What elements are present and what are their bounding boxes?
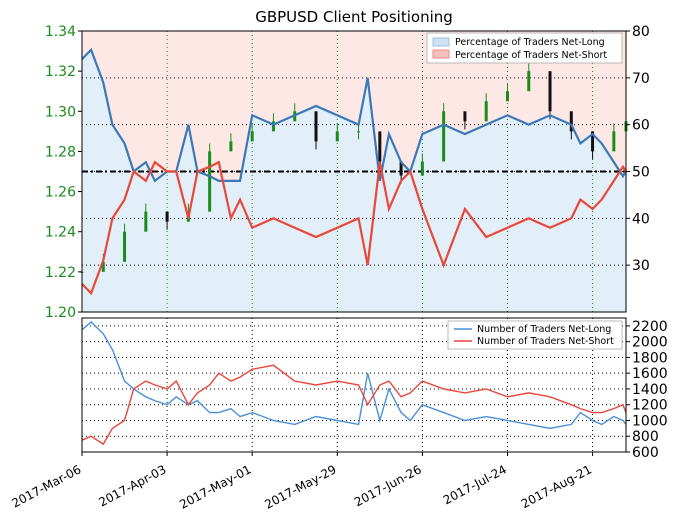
left-tick-label: 1.32 (45, 64, 76, 80)
x-tick-label: 2017-May-29 (262, 462, 338, 511)
price-candle (123, 231, 127, 262)
chart-title: GBPUSD Client Positioning (255, 8, 453, 26)
right-tick-label: 40 (632, 211, 650, 227)
bottom-frame (81, 317, 627, 453)
bottom-right-tick-label: 2000 (632, 335, 668, 351)
x-tick-label: 2017-Aug-21 (519, 462, 594, 511)
right-tick-label: 70 (632, 71, 650, 87)
price-candle (420, 161, 424, 176)
x-tick-label: 2017-Jun-26 (352, 462, 424, 509)
net-short-percentage-line (81, 160, 627, 296)
right-tick-label: 80 (632, 24, 650, 40)
price-candle (314, 111, 318, 142)
right-tick-label: 30 (632, 258, 650, 274)
price-candle (101, 261, 105, 272)
number-net-long-line (81, 320, 627, 430)
bottom-right-tick-label: 600 (632, 445, 659, 461)
price-candle (208, 151, 212, 212)
net-long-percentage-line (81, 47, 627, 183)
bottom-right-tick-label: 1200 (632, 398, 668, 414)
left-tick-label: 1.20 (45, 305, 76, 321)
x-tick-label: 2017-Apr-03 (96, 462, 168, 509)
top-legend-box (426, 32, 623, 64)
bottom-legend-box (447, 320, 623, 350)
price-candle (399, 161, 403, 176)
x-tick-label: 2017-Jul-24 (441, 462, 509, 507)
left-tick-label: 1.34 (45, 24, 76, 40)
legend-swatch-net-long (432, 37, 450, 47)
bottom-right-tick-label: 1000 (632, 413, 668, 429)
bottom-right-tick-label: 800 (632, 429, 659, 445)
price-candle (527, 71, 531, 92)
bottom-right-tick-label: 1400 (632, 382, 668, 398)
price-candle (144, 211, 148, 232)
price-candle (271, 121, 275, 132)
legend-label-number-net-short: Number of Traders Net-Short (477, 336, 614, 347)
legend-swatch-net-short (432, 49, 450, 59)
right-tick-label: 50 (632, 165, 650, 181)
price-candle (612, 131, 616, 152)
legend-label-net-short: Percentage of Traders Net-Short (455, 50, 607, 61)
x-axis: 2017-Mar-06 2017-Apr-03 2017-May-01 2017-Ma… (9, 452, 594, 512)
left-tick-label: 1.26 (45, 185, 76, 201)
price-candle (505, 91, 509, 102)
bottom-right-tick-label: 1600 (632, 366, 668, 382)
price-candle (229, 141, 233, 152)
price-candle (569, 111, 573, 132)
left-tick-label: 1.24 (45, 225, 76, 241)
bottom-right-tick-label: 2200 (632, 319, 668, 335)
price-candle (484, 101, 488, 122)
left-tick-label: 1.22 (45, 265, 76, 281)
price-candle (591, 131, 595, 152)
legend-label-number-net-long: Number of Traders Net-Long (477, 324, 611, 335)
x-tick-label: 2017-Mar-06 (9, 462, 83, 510)
price-candle (165, 211, 169, 222)
net-short-area (82, 31, 626, 181)
price-candle (250, 131, 254, 142)
left-tick-label: 1.28 (45, 144, 76, 160)
bottom-right-tick-label: 1800 (632, 350, 668, 366)
price-candle (357, 131, 361, 133)
x-tick-label: 2017-May-01 (177, 462, 253, 511)
price-candle (335, 131, 339, 142)
price-candle (463, 111, 467, 122)
number-net-short-line (81, 364, 627, 446)
right-tick-label: 60 (632, 118, 650, 134)
net-long-area (82, 49, 626, 312)
legend-label-net-long: Percentage of Traders Net-Long (455, 37, 605, 48)
price-candle (548, 71, 552, 112)
price-candle (442, 111, 446, 162)
left-tick-label: 1.30 (45, 104, 76, 120)
price-candle (378, 131, 382, 162)
top-panel: 1.20 1.22 1.24 1.26 1.28 1.30 1.32 1.34 30 40 50 60… (45, 24, 650, 321)
